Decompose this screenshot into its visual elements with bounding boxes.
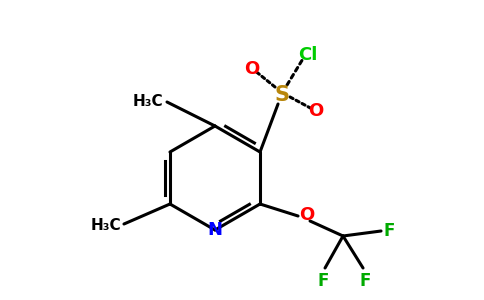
Text: F: F (383, 222, 394, 240)
Text: O: O (308, 102, 324, 120)
Text: N: N (208, 221, 223, 239)
Text: H₃C: H₃C (91, 218, 121, 233)
Text: S: S (274, 85, 289, 105)
Text: F: F (359, 272, 371, 290)
Text: O: O (244, 60, 259, 78)
Text: Cl: Cl (298, 46, 318, 64)
Text: F: F (318, 272, 329, 290)
Text: O: O (299, 206, 314, 224)
Text: H₃C: H₃C (133, 94, 163, 110)
